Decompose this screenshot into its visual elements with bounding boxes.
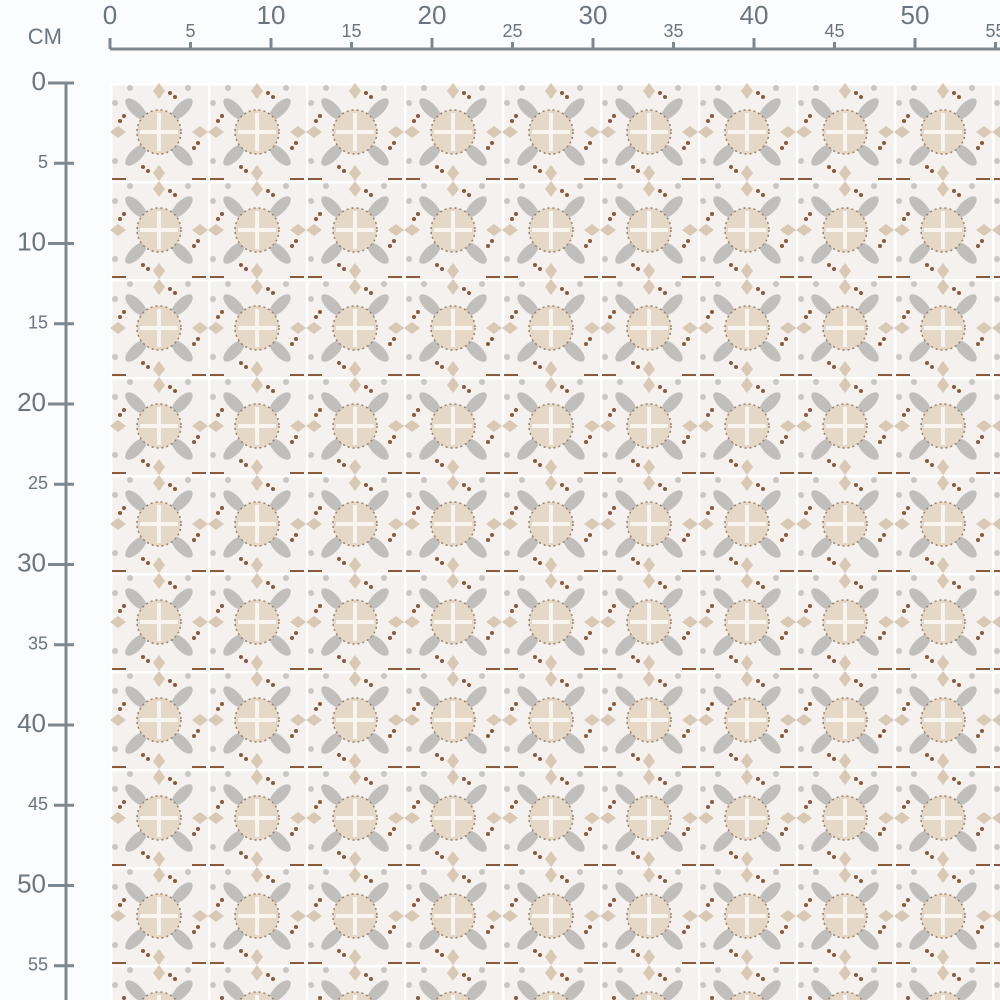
unit-label: CM [28, 24, 62, 49]
tick-label: 35 [28, 634, 48, 654]
tick-label: 55 [28, 955, 48, 975]
tick-label: 15 [341, 21, 361, 41]
tick-label: 50 [901, 0, 930, 30]
tick-label: 30 [17, 547, 46, 577]
tick-label: 50 [17, 868, 46, 898]
tick-label: 10 [17, 226, 46, 256]
tick-label: 45 [28, 794, 48, 814]
tick-label: 20 [418, 0, 447, 30]
tick-label: 10 [257, 0, 286, 30]
tick-label: 5 [38, 152, 48, 172]
tick-label: 20 [17, 387, 46, 417]
tick-label: 30 [579, 0, 608, 30]
tick-label: 15 [28, 313, 48, 333]
tick-label: 25 [28, 473, 48, 493]
tick-label: 0 [103, 0, 117, 30]
tick-label: 0 [32, 66, 46, 96]
tick-label: 5 [185, 21, 195, 41]
fabric-pattern [110, 83, 1000, 1000]
tick-label: 45 [824, 21, 844, 41]
tick-label: 40 [17, 708, 46, 738]
tick-label: 35 [663, 21, 683, 41]
tick-label: 40 [740, 0, 769, 30]
tick-label: 25 [502, 21, 522, 41]
tick-label: 55 [985, 21, 1000, 41]
